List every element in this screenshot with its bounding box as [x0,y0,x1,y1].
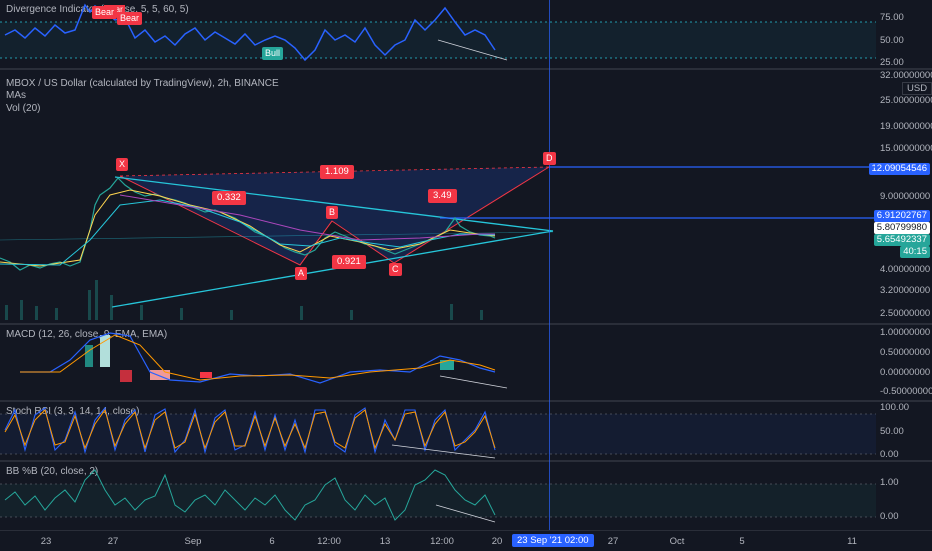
time-tick: 11 [847,536,857,547]
stoch-k-line [4,406,496,455]
time-tick: 27 [607,536,619,547]
crosshair-vertical-line [549,0,550,530]
tick: 3.20000000 [880,285,931,296]
ma-fast-line [0,189,496,267]
tick: 15.00000000 [880,143,932,154]
bar-countdown: 40:15 [900,246,930,258]
divergence-osc-line [4,3,496,62]
macd-pane[interactable]: MACD (12, 26, close, 9, EMA, EMA) 1.0000… [0,325,932,400]
ma-indicator-label[interactable]: MAs [6,90,26,101]
wedge-upper-line [114,176,554,232]
pattern-point-c[interactable]: C [389,263,402,276]
time-axis[interactable]: 23 27 Sep 6 12:00 13 12:00 20 27 Oct 5 1… [0,530,932,551]
bear-tag: Bear [117,12,143,25]
pane-separator[interactable] [0,400,932,402]
stoch-axis: 100.00 50.00 0.00 [876,402,932,460]
ma-slow-line [0,199,496,266]
time-tick: Sep [184,536,202,547]
bear-tag: Bear [92,6,118,19]
level-price-label: 6.91202767 [873,210,930,222]
time-tick: Oct [669,536,685,547]
macd-line [20,332,496,384]
time-tick: 20 [491,536,503,547]
divergence-trendline [437,39,508,61]
ma-price-label: 5.80799980 [873,222,930,234]
time-tick: 6 [269,536,275,547]
tick: 0.00 [880,511,899,522]
bb-axis: 1.00 0.00 [876,462,932,530]
time-tick: 12:00 [430,536,454,547]
pattern-point-a[interactable]: A [295,267,308,280]
ratio-label-ab[interactable]: 0.332 [212,191,246,205]
time-tick: 5 [739,536,745,547]
volume-bars [5,280,483,320]
currency-label: USD [902,82,932,95]
bull-tag: Bull [262,47,284,60]
ratio-label-bc[interactable]: 0.921 [332,255,366,269]
bb-percent-pane[interactable]: BB %B (20, close, 2) 1.00 0.00 [0,462,932,530]
pattern-point-d[interactable]: D [543,152,556,165]
wedge-lower-line [111,230,554,308]
pane-separator[interactable] [0,68,932,70]
tick: 0.50000000 [880,347,931,358]
tick: 1.00 [880,477,899,488]
tick: 4.00000000 [880,264,931,275]
ratio-label-bd[interactable]: 3.49 [428,189,457,203]
tick: 2.50000000 [880,308,931,319]
tick: 100.00 [880,402,910,413]
last-price-label: 5.65492337 [873,234,930,246]
stoch-rsi-pane[interactable]: Stoch RSI (3, 3, 14, 14, close) 100.00 5… [0,402,932,460]
ratio-label-xd[interactable]: 1.109 [320,165,354,179]
macd-divergence-line [439,375,508,389]
tick: 9.00000000 [880,191,931,202]
time-tick: 13 [379,536,391,547]
stoch-d-line [4,408,496,450]
tick: 75.00 [880,12,904,23]
price-axis[interactable]: 32.00000000 USD 25.00000000 19.00000000 … [876,70,932,323]
stoch-rsi-title[interactable]: Stoch RSI (3, 3, 14, 14, close) [6,406,140,417]
tick: 50.00 [880,35,904,46]
tick: 50.00 [880,426,904,437]
tick: 19.00000000 [880,121,932,132]
pane-separator[interactable] [0,323,932,325]
tick: 25.00 [880,57,904,68]
tick: 25.00000000 [880,95,932,106]
tick: 1.00000000 [880,327,931,338]
macd-signal-line [20,334,496,381]
pattern-point-x[interactable]: X [116,158,129,171]
tick: -0.50000000 [880,386,932,397]
tick: 0.00000000 [880,367,931,378]
pattern-point-b[interactable]: B [326,206,339,219]
tick: 32.00000000 [880,70,932,81]
bb-divergence-line [435,504,496,523]
ma-mid-line [119,194,495,241]
macd-axis: 1.00000000 0.50000000 0.00000000 -0.5000… [876,325,932,400]
bb-title[interactable]: BB %B (20, close, 2) [6,466,99,477]
time-tick: 12:00 [317,536,341,547]
tick: 0.00 [880,449,899,460]
target-price-label: 12.09054546 [868,163,930,175]
price-pane[interactable]: MBOX / US Dollar (calculated by TradingV… [0,70,932,323]
symbol-title[interactable]: MBOX / US Dollar (calculated by TradingV… [6,78,279,89]
time-tick: 27 [107,536,119,547]
macd-histogram [85,335,454,382]
bb-percent-line [4,469,496,521]
stoch-divergence-line [391,444,496,459]
divergence-axis: 75.00 50.00 25.00 [876,0,932,68]
macd-title[interactable]: MACD (12, 26, close, 9, EMA, EMA) [6,329,168,340]
pane-separator[interactable] [0,460,932,462]
volume-indicator-label[interactable]: Vol (20) [6,103,41,114]
time-tick: 23 [40,536,52,547]
crosshair-time-label: 23 Sep '21 02:00 [512,534,594,547]
chart-drawings[interactable] [0,0,876,530]
